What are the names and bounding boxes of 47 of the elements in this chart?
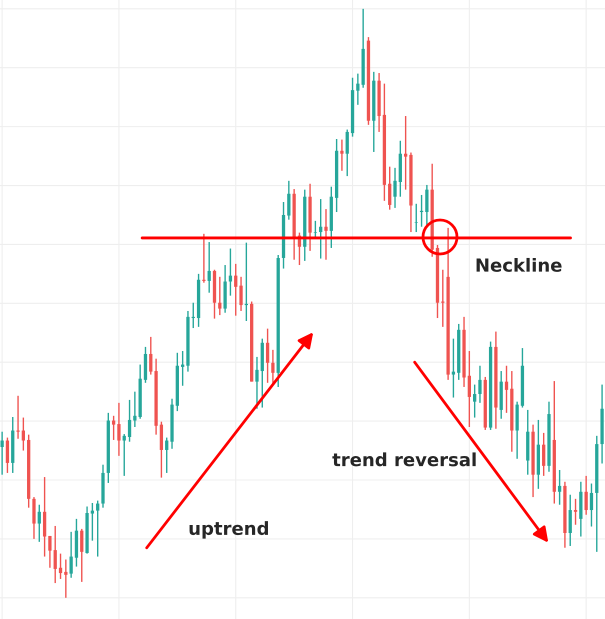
candlestick: [558, 469, 562, 506]
candlestick: [542, 432, 546, 477]
candlestick: [266, 328, 270, 384]
candlestick: [234, 263, 238, 316]
candlestick: [22, 416, 26, 452]
candlestick: [149, 336, 152, 376]
candlestick: [180, 350, 184, 386]
candlestick: [80, 528, 84, 583]
candlestick: [54, 525, 57, 584]
candlestick: [208, 241, 211, 294]
candlestick: [70, 531, 73, 578]
candlestick: [287, 180, 290, 220]
candlestick: [112, 415, 116, 441]
candlestick: [590, 482, 594, 528]
candlestick: [404, 115, 408, 190]
candlestick: [584, 475, 588, 516]
candlestick: [356, 72, 360, 106]
candlestick: [128, 399, 132, 442]
candlestick: [468, 350, 471, 428]
candlestick: [218, 276, 222, 316]
candlestick: [117, 402, 121, 457]
candlestick: [425, 184, 429, 228]
candlestick: [504, 365, 508, 414]
candlestick: [0, 431, 4, 476]
candlestick: [48, 535, 52, 568]
candlestick: [228, 248, 232, 296]
candlestick: [319, 198, 322, 260]
candlestick: [574, 498, 578, 526]
candlestick: [6, 436, 10, 474]
candlestick: [122, 433, 126, 477]
candlestick: [133, 390, 137, 428]
candlestick: [478, 365, 482, 404]
annotation: uptrend: [190, 521, 268, 539]
ref-line-label: Neckline: [476, 258, 562, 272]
candlestick: [346, 128, 349, 177]
candlestick: [388, 166, 392, 210]
candlestick: [473, 384, 476, 418]
candlestick: [38, 504, 41, 543]
candlestick: [271, 349, 275, 386]
candlestick: [90, 502, 94, 542]
annotation: trend reversal: [332, 452, 476, 466]
candlestick: [239, 276, 243, 312]
candlestick: [568, 494, 572, 547]
candlestick: [96, 500, 100, 558]
candlestick: [64, 558, 68, 598]
candlestick: [165, 436, 168, 474]
candlestick: [452, 338, 456, 398]
